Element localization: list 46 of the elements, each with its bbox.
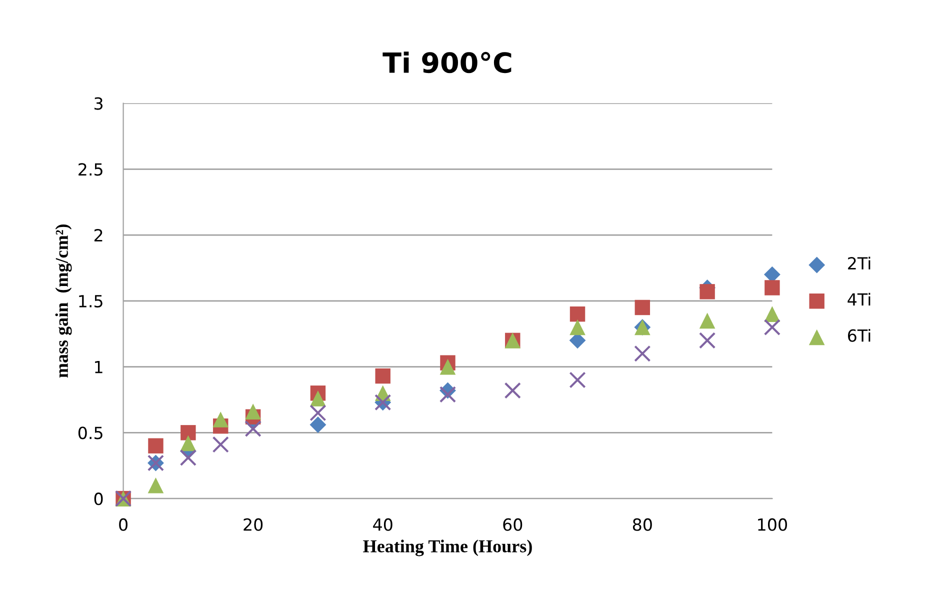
point [504, 382, 521, 399]
point [570, 306, 586, 322]
point [569, 372, 586, 388]
legend-label: 4Ti [848, 292, 870, 306]
point [764, 306, 780, 322]
point [180, 449, 197, 466]
x-tick-label: 100 [758, 518, 787, 531]
point [180, 425, 196, 440]
point [699, 312, 716, 329]
point [212, 412, 229, 428]
chart-title: Ti 900°C [382, 52, 512, 74]
point [212, 436, 229, 453]
x-axis-title: Heating Time (Hours) [363, 540, 532, 556]
point [310, 390, 326, 406]
x-tick-label: 0 [119, 518, 128, 531]
point [634, 345, 651, 362]
point [439, 386, 456, 403]
y-tick-label: 1 [95, 360, 102, 374]
point [570, 319, 586, 336]
point [698, 332, 716, 349]
x-tick-label: 80 [632, 518, 652, 531]
point [148, 477, 164, 494]
legend-label: 6Ti [848, 328, 870, 342]
point [148, 438, 164, 454]
y-tick-label: 3 [94, 97, 103, 110]
y-tick-label: 1.5 [79, 295, 102, 308]
point [244, 420, 262, 438]
point [245, 404, 261, 420]
legend-label: 2Ti [848, 256, 870, 270]
x-tick-label: 60 [503, 518, 522, 531]
point [310, 416, 326, 433]
point [764, 280, 780, 296]
point [764, 318, 781, 336]
point [310, 404, 326, 422]
point [375, 368, 390, 384]
y-tick-label: 0.5 [78, 426, 102, 440]
y-tick-label: 2.5 [78, 163, 102, 176]
y-axis-title: mass gain (mg/cm²) [55, 224, 72, 378]
x-tick-label: 40 [373, 518, 392, 531]
point [634, 300, 650, 316]
x-tick-label: 20 [244, 518, 263, 531]
y-tick-label: 2 [94, 228, 102, 242]
y-tick-label: 0 [94, 492, 103, 506]
point [180, 435, 196, 452]
point [440, 358, 456, 375]
point [700, 284, 715, 300]
